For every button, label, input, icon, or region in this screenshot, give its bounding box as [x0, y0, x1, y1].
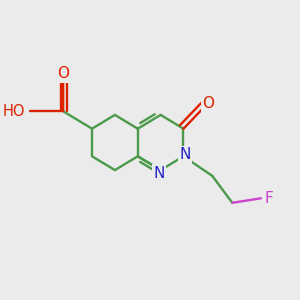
Text: N: N: [154, 166, 165, 181]
Text: O: O: [202, 96, 214, 111]
Text: N: N: [179, 147, 190, 162]
Text: O: O: [58, 66, 70, 81]
Text: F: F: [264, 191, 273, 206]
Text: HO: HO: [2, 104, 25, 119]
